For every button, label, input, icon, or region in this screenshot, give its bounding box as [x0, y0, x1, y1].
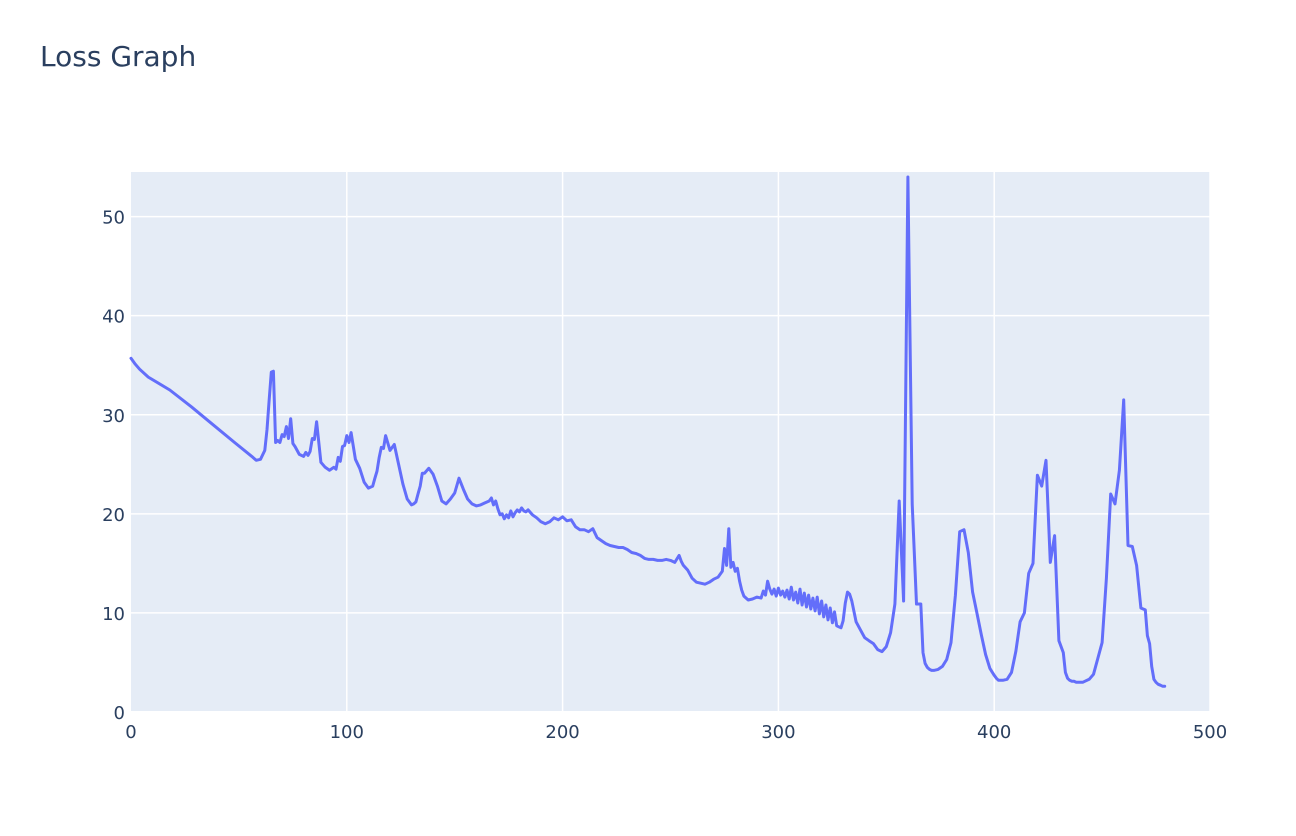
- x-tick-label-2: 200: [545, 722, 579, 743]
- y-tick-label-4: 40: [102, 307, 125, 328]
- y-tick-label-0: 0: [114, 703, 125, 724]
- x-tick-label-1: 100: [330, 722, 364, 743]
- x-axis: 0 100 200 300 400 500: [125, 722, 1227, 743]
- x-tick-label-5: 500: [1193, 722, 1227, 743]
- loss-series-line: [129, 175, 1167, 688]
- x-tick-label-4: 400: [977, 722, 1011, 743]
- y-tick-label-2: 20: [102, 505, 125, 526]
- x-tick-label-3: 300: [761, 722, 795, 743]
- y-tick-label-3: 30: [102, 406, 125, 427]
- gridlines: [131, 172, 1211, 713]
- y-axis: 0 10 20 30 40 50: [102, 208, 125, 724]
- y-tick-label-1: 10: [102, 604, 125, 625]
- y-tick-label-5: 50: [102, 208, 125, 229]
- x-tick-label-0: 0: [125, 722, 136, 743]
- chart-title: Loss Graph: [40, 40, 197, 73]
